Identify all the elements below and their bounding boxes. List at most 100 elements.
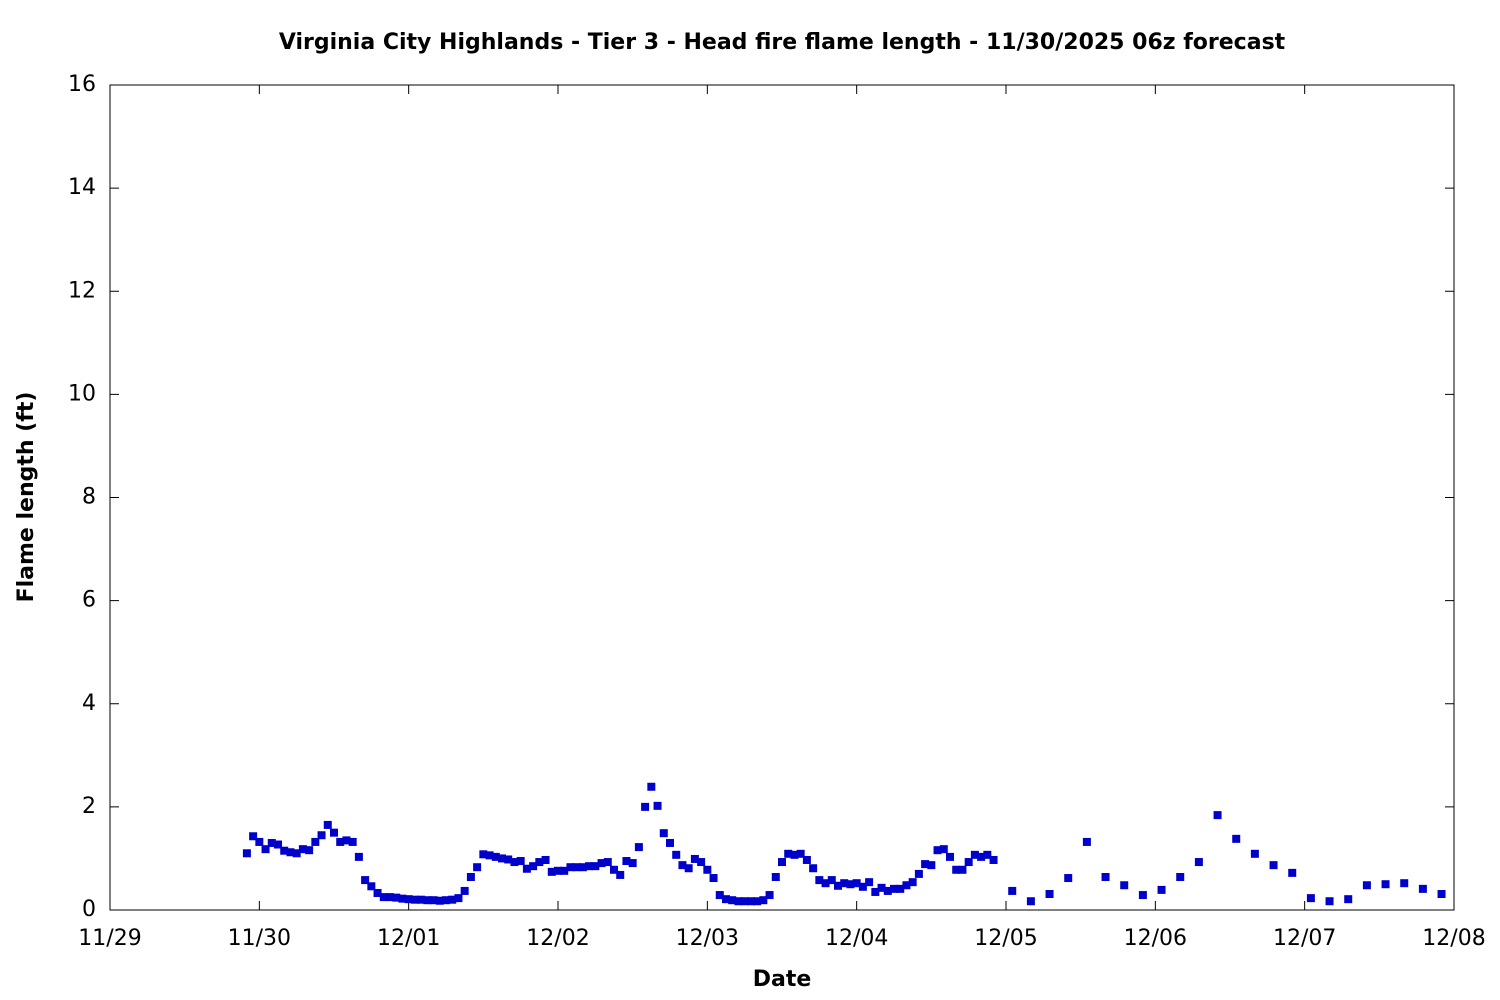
point bbox=[516, 857, 525, 866]
point bbox=[896, 884, 905, 893]
point bbox=[298, 845, 307, 854]
chart-title: Virginia City Highlands - Tier 3 - Head … bbox=[279, 30, 1286, 55]
point bbox=[722, 895, 730, 904]
point bbox=[883, 886, 892, 895]
point bbox=[522, 864, 531, 873]
point bbox=[753, 897, 762, 906]
y-tick-label: 10 bbox=[68, 381, 96, 406]
point bbox=[734, 897, 743, 906]
point bbox=[1176, 873, 1185, 881]
point bbox=[491, 852, 500, 861]
point bbox=[784, 849, 793, 858]
point bbox=[846, 880, 855, 889]
point bbox=[728, 896, 737, 905]
plot-frame bbox=[109, 84, 1455, 911]
x-tick-label: 12/02 bbox=[526, 926, 589, 951]
y-tick-label: 2 bbox=[82, 794, 96, 819]
point bbox=[566, 863, 575, 872]
point bbox=[902, 881, 911, 890]
point bbox=[815, 876, 824, 885]
point bbox=[678, 861, 687, 870]
point bbox=[852, 879, 861, 888]
x-tick-label: 12/03 bbox=[676, 926, 739, 951]
point bbox=[834, 881, 842, 890]
point bbox=[354, 852, 363, 861]
point bbox=[989, 855, 998, 864]
point bbox=[1325, 897, 1334, 906]
point bbox=[970, 850, 979, 859]
point bbox=[1157, 885, 1166, 894]
point bbox=[1064, 874, 1073, 883]
point bbox=[672, 850, 681, 859]
x-tick-label: 12/06 bbox=[1124, 926, 1187, 951]
point bbox=[622, 857, 631, 866]
point bbox=[802, 855, 811, 864]
point bbox=[1008, 886, 1017, 895]
point bbox=[603, 858, 612, 867]
point bbox=[367, 882, 376, 891]
point bbox=[417, 895, 426, 904]
point bbox=[1138, 891, 1147, 900]
point bbox=[330, 828, 338, 837]
point bbox=[255, 837, 264, 846]
point bbox=[759, 896, 768, 905]
point bbox=[466, 873, 475, 881]
point bbox=[597, 859, 606, 868]
point bbox=[977, 852, 986, 861]
point bbox=[292, 849, 301, 858]
point bbox=[958, 865, 967, 874]
point bbox=[765, 891, 774, 900]
point bbox=[697, 858, 706, 867]
y-tick-label: 6 bbox=[82, 588, 96, 613]
y-tick-label: 0 bbox=[82, 897, 96, 922]
point bbox=[1026, 897, 1035, 906]
point bbox=[628, 859, 637, 868]
y-tick-label: 16 bbox=[68, 72, 96, 97]
point bbox=[666, 838, 674, 847]
point bbox=[442, 896, 450, 905]
point bbox=[1418, 884, 1427, 893]
point bbox=[927, 861, 936, 870]
point bbox=[983, 850, 992, 859]
point bbox=[323, 820, 332, 829]
point bbox=[715, 891, 724, 900]
point bbox=[554, 866, 562, 875]
point bbox=[821, 879, 830, 888]
point bbox=[840, 879, 849, 888]
point bbox=[1437, 890, 1446, 899]
point bbox=[386, 893, 394, 902]
point bbox=[404, 895, 413, 904]
point bbox=[423, 896, 432, 905]
y-tick-label: 8 bbox=[82, 485, 96, 510]
point bbox=[305, 846, 314, 855]
y-tick-label: 14 bbox=[68, 175, 96, 200]
point bbox=[616, 870, 625, 879]
point bbox=[373, 888, 382, 897]
point bbox=[809, 864, 818, 873]
x-tick-label: 12/07 bbox=[1273, 926, 1336, 951]
point bbox=[242, 849, 251, 858]
point bbox=[529, 862, 538, 871]
point bbox=[877, 883, 886, 892]
point bbox=[504, 855, 513, 864]
point bbox=[914, 869, 923, 878]
y-tick-label: 12 bbox=[68, 278, 96, 303]
point bbox=[280, 846, 289, 855]
point bbox=[479, 850, 488, 859]
point bbox=[348, 837, 357, 846]
point bbox=[361, 876, 370, 885]
point bbox=[317, 831, 326, 840]
x-tick-label: 12/05 bbox=[974, 926, 1037, 951]
point bbox=[653, 801, 662, 810]
point bbox=[709, 874, 718, 883]
point bbox=[448, 895, 457, 904]
x-tick-label: 12/01 bbox=[377, 926, 440, 951]
point bbox=[684, 864, 693, 873]
point bbox=[939, 845, 948, 854]
point bbox=[1101, 873, 1110, 881]
point bbox=[858, 882, 867, 891]
point bbox=[921, 860, 930, 869]
point bbox=[454, 894, 463, 903]
point bbox=[659, 829, 668, 838]
